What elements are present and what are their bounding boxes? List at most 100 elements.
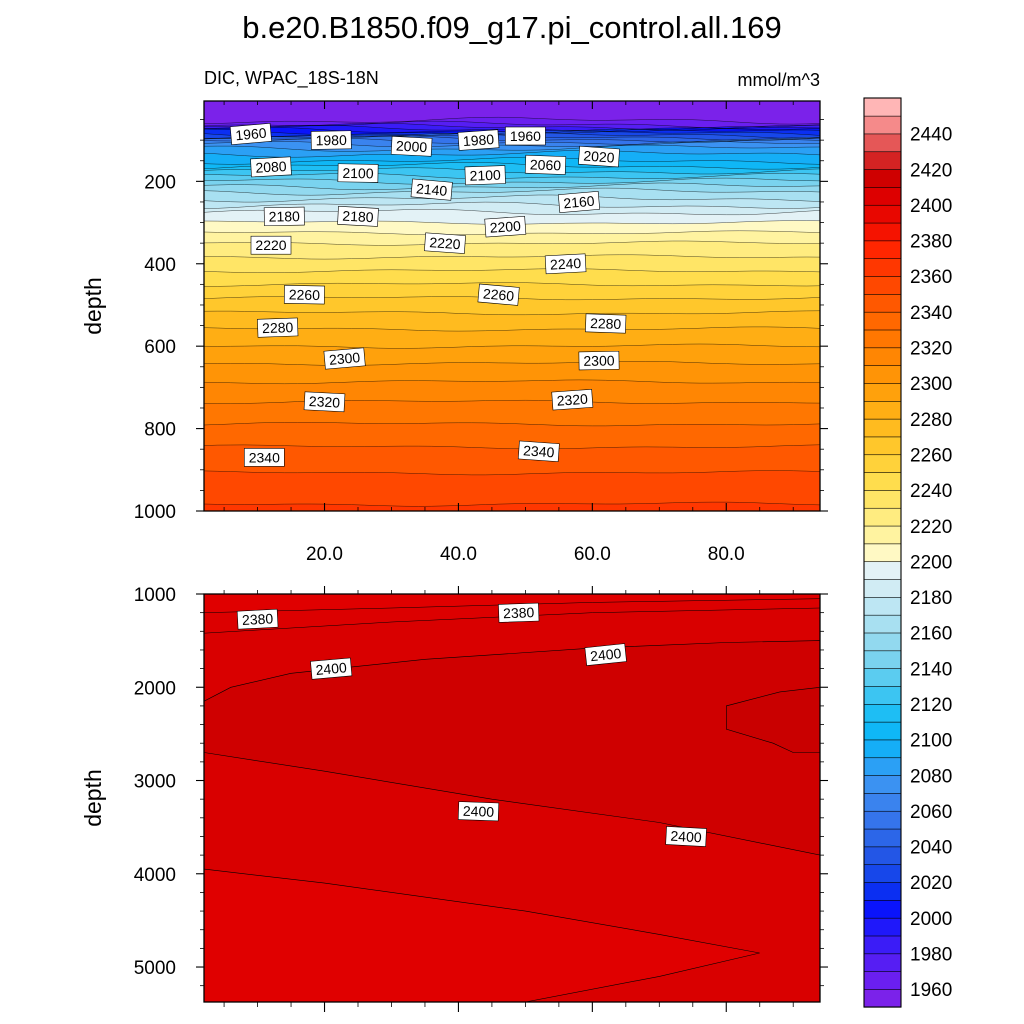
contour-2160 <box>204 187 820 196</box>
colorbar-label: 2280 <box>910 410 952 431</box>
colorbar-label: 2100 <box>910 731 952 752</box>
upper-y-axis-label: depth <box>80 277 106 335</box>
svg-text:2260: 2260 <box>482 285 515 304</box>
contour-label: 2260 <box>283 285 325 305</box>
svg-text:2380: 2380 <box>503 604 535 621</box>
region-2410-2420 <box>726 686 820 753</box>
lower-panel: 2380 2380 2400 2400 2400 2400 1000 2000 3000 400… <box>80 585 828 1012</box>
svg-text:2020: 2020 <box>583 148 615 166</box>
contour-label: 2400 <box>310 657 353 680</box>
contour-2340 <box>204 444 820 450</box>
colorbar-box <box>863 454 902 473</box>
contour-2270 <box>204 310 820 316</box>
svg-text:2400: 2400 <box>463 803 495 820</box>
svg-text:2300: 2300 <box>583 352 615 369</box>
upper-axis-ticks: 20.0 40.0 60.0 80.0 200 400 600 800 1000 <box>134 101 828 565</box>
contour-2360 <box>204 501 820 507</box>
svg-text:2300: 2300 <box>328 349 361 368</box>
colorbar-label: 2220 <box>910 517 952 538</box>
colorbar-box <box>863 614 902 634</box>
contour-label: 1980 <box>310 130 352 150</box>
contour-2120 <box>204 167 820 175</box>
colorbar-box <box>863 471 902 491</box>
colorbar-box <box>863 971 902 990</box>
contour-label: 2280 <box>585 313 627 334</box>
colorbar-label: 2160 <box>910 624 952 645</box>
svg-text:1960: 1960 <box>510 128 541 144</box>
contour-label: 2340 <box>517 440 560 462</box>
contour-2110 <box>204 162 820 170</box>
colorbar-box <box>863 792 902 812</box>
contour-label: 2100 <box>337 163 379 183</box>
lower-plot-frame <box>203 593 821 1003</box>
colorbar-box <box>863 685 902 705</box>
colorbar-box <box>863 810 902 830</box>
colorbar-label: 2380 <box>910 232 952 253</box>
svg-text:2180: 2180 <box>269 208 301 225</box>
colorbar-box <box>863 168 902 188</box>
y-tick-label: 1000 <box>134 585 176 606</box>
contour-2150 <box>204 182 820 191</box>
contour-2220 <box>204 240 820 246</box>
colorbar-label: 2440 <box>910 125 952 146</box>
band-2350 <box>204 470 820 511</box>
colorbar-label: 2120 <box>910 695 952 716</box>
colorbar-box <box>863 632 902 652</box>
y-tick-label: 200 <box>144 172 176 193</box>
contour-2310 <box>204 379 820 385</box>
contour-label: 2100 <box>464 165 506 186</box>
colorbar-box <box>863 204 902 224</box>
contour-label: 1960 <box>229 122 272 146</box>
y-tick-label: 1000 <box>134 502 176 523</box>
svg-text:2200: 2200 <box>489 218 521 236</box>
contour-label: 2080 <box>250 156 292 178</box>
right-string: mmol/m^3 <box>738 70 820 90</box>
colorbar-box <box>863 258 902 277</box>
colorbar-box <box>863 578 902 598</box>
colorbar-box <box>863 561 902 580</box>
svg-text:2400: 2400 <box>589 645 622 664</box>
contour-label: 1980 <box>457 129 500 151</box>
contour-label: 2260 <box>477 283 520 306</box>
colorbar-box <box>863 329 902 349</box>
colorbar-label: 2360 <box>910 267 952 288</box>
contour-label: 2300 <box>323 347 366 370</box>
figure-title: b.e20.B1850.f09_g17.pi_control.all.169 <box>242 10 782 45</box>
colorbar-box <box>863 525 902 545</box>
colorbar-box <box>863 115 902 135</box>
colorbar-box <box>863 507 902 527</box>
y-tick-label: 4000 <box>134 865 176 886</box>
svg-text:2220: 2220 <box>429 234 461 252</box>
contour-2330 <box>204 422 820 427</box>
colorbar-box <box>863 917 902 937</box>
contour-label: 2400 <box>665 826 707 847</box>
contour-label: 2160 <box>557 190 601 214</box>
colorbar-box <box>863 881 902 901</box>
colorbar-box <box>863 739 902 759</box>
contour-2070 <box>204 141 820 148</box>
colorbar-box <box>863 365 902 384</box>
colorbar-box <box>863 347 902 366</box>
contour-2280 <box>204 326 820 332</box>
contour-label: 2320 <box>303 391 346 413</box>
region-2370-2380-deep <box>204 868 760 1002</box>
contour-2300 <box>204 361 820 366</box>
x-tick-label: 60.0 <box>574 544 611 565</box>
colorbar-label: 2020 <box>910 873 952 894</box>
contour-label: 2400 <box>584 643 627 666</box>
colorbar-label: 2400 <box>910 196 952 217</box>
colorbar-box <box>863 186 902 206</box>
svg-text:2400: 2400 <box>670 828 702 846</box>
colorbar-label: 2140 <box>910 659 952 680</box>
upper-filled-contours <box>204 101 820 511</box>
svg-text:2140: 2140 <box>415 180 448 199</box>
lower-axis-ticks: 1000 2000 3000 4000 5000 <box>134 585 828 1012</box>
svg-text:1980: 1980 <box>462 131 494 149</box>
contour-2290 <box>204 343 820 349</box>
colorbar-label: 2320 <box>910 339 952 360</box>
contour-label: 2340 <box>243 448 285 467</box>
y-tick-label: 3000 <box>134 772 176 793</box>
contour-1960 <box>204 116 820 125</box>
contour-label: 2220 <box>250 235 292 255</box>
contour-2350 <box>204 470 820 476</box>
